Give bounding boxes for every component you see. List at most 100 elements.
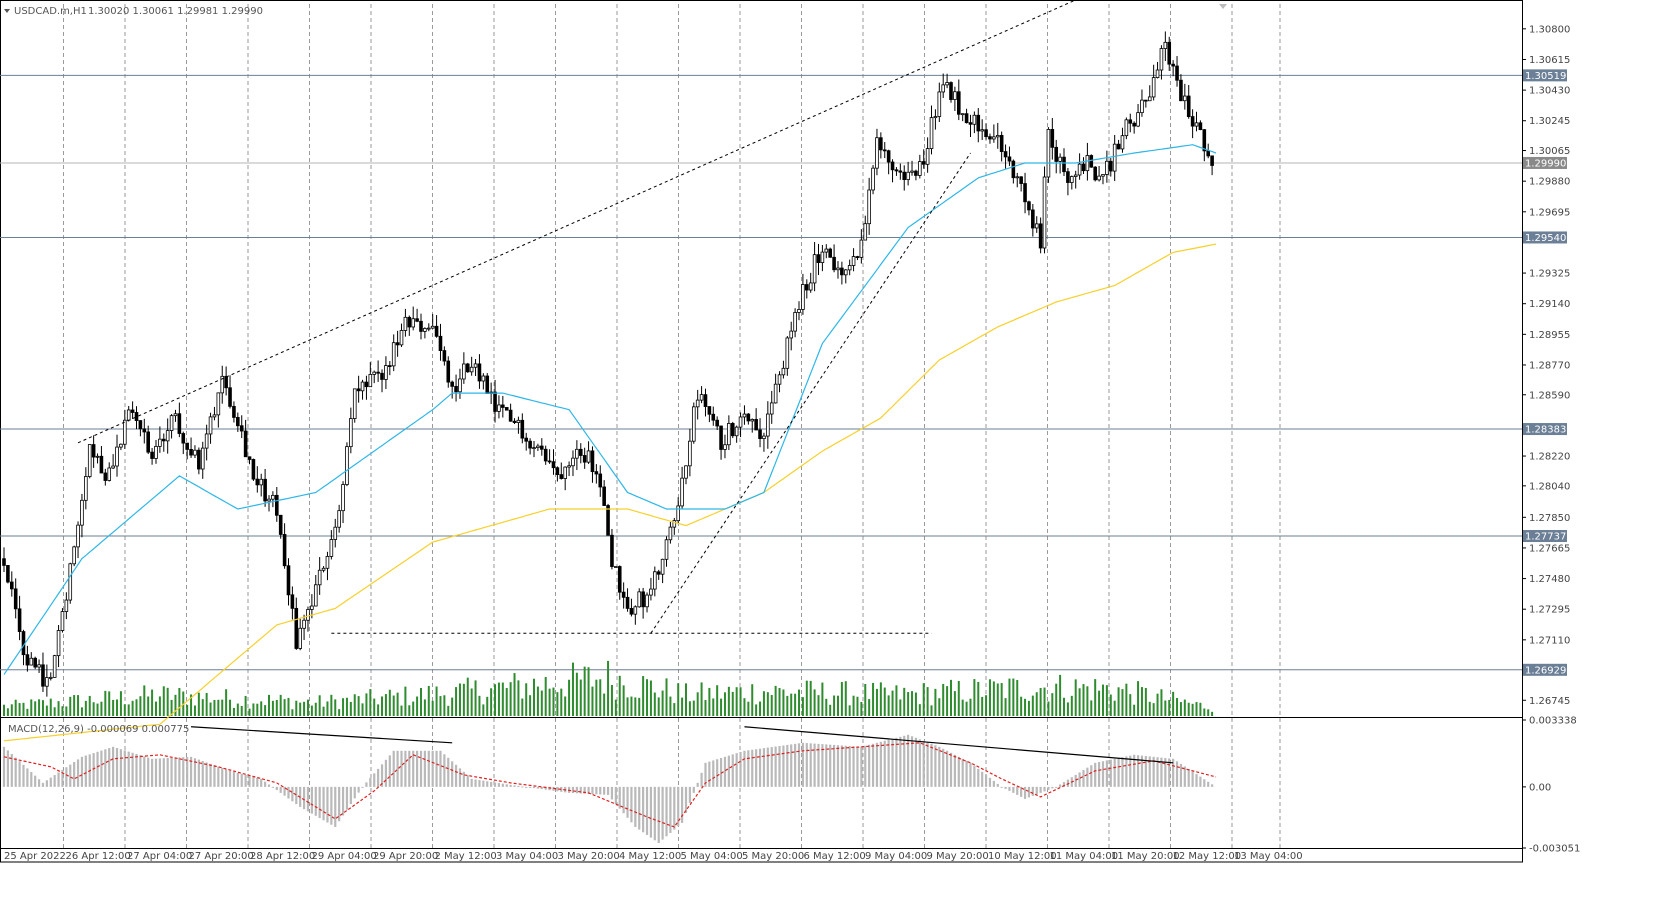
x-tick-label: 25 Apr 2022	[4, 851, 66, 862]
candle	[263, 468, 267, 507]
macd-bar	[700, 772, 703, 787]
candle	[649, 577, 653, 601]
macd-bar	[423, 750, 426, 787]
candle-body	[99, 455, 104, 474]
candle-body	[840, 267, 844, 276]
candle	[446, 356, 451, 388]
candle-body	[820, 251, 825, 264]
candle-body	[656, 571, 661, 575]
macd-bar	[1094, 762, 1097, 787]
macd-bar	[73, 762, 76, 787]
candle	[871, 164, 875, 195]
macd-bar	[1136, 755, 1140, 787]
volume-bar	[1156, 693, 1159, 716]
macd-bar	[1144, 756, 1147, 787]
volume-bar	[431, 700, 434, 716]
candle-body	[80, 499, 84, 526]
macd-histogram	[2, 734, 1214, 843]
macd-trendline[interactable]	[744, 726, 1174, 764]
volume-bar	[1090, 700, 1093, 716]
candle	[691, 402, 696, 444]
candle	[590, 446, 595, 483]
candle	[855, 255, 860, 261]
candle-body	[212, 414, 217, 418]
candle-body	[298, 627, 302, 649]
volume-bar	[560, 688, 563, 716]
macd-bar	[119, 749, 123, 787]
macd-bar	[817, 743, 820, 787]
chart-shift-marker-icon[interactable]	[1219, 4, 1227, 9]
volume-bar	[34, 701, 37, 716]
y-tick-label: 1.28770	[1529, 360, 1570, 371]
candle	[602, 480, 606, 506]
candle	[310, 594, 314, 619]
volume-bar	[77, 695, 80, 716]
candle-body	[598, 473, 603, 488]
trendline[interactable]	[650, 152, 971, 634]
volume-bar	[681, 697, 684, 716]
macd-bar	[1047, 786, 1050, 790]
candle	[274, 486, 279, 522]
volume-bar	[513, 673, 516, 716]
volume-bar	[3, 704, 5, 716]
candle	[1070, 175, 1074, 190]
macd-bar	[127, 751, 130, 787]
y-tick-label: 1.30430	[1529, 86, 1570, 97]
candle-body	[512, 420, 517, 423]
candle	[25, 645, 30, 672]
candle-body	[1062, 156, 1066, 173]
candle	[321, 566, 326, 573]
macd-bar	[34, 775, 37, 787]
candle	[894, 167, 899, 176]
candle	[37, 659, 41, 673]
candle	[1011, 159, 1016, 184]
volume-bar	[571, 662, 574, 716]
candle	[664, 536, 669, 567]
y-tick-label: 1.27850	[1529, 513, 1570, 524]
dropdown-arrow-icon[interactable]	[4, 9, 10, 13]
x-tick-label: 4 May 12:00	[619, 851, 681, 862]
trendline[interactable]	[77, 0, 1122, 444]
macd-bar	[143, 756, 146, 787]
candle	[610, 528, 614, 570]
volume-bar	[778, 687, 781, 716]
volume-bar	[412, 701, 415, 716]
candle-body	[960, 113, 965, 116]
macd-bar	[279, 786, 282, 793]
candle-body	[325, 556, 330, 569]
volume-bar	[1101, 684, 1104, 716]
candle	[563, 466, 567, 491]
volume-bar	[1074, 679, 1077, 716]
candle	[345, 442, 349, 487]
y-tick-label: 1.30245	[1529, 116, 1570, 127]
candle-body	[918, 161, 922, 176]
candle-body	[189, 448, 193, 456]
volume-bar	[525, 683, 528, 716]
candle	[793, 308, 797, 338]
candle	[33, 656, 37, 670]
candle	[189, 437, 193, 458]
candle	[134, 406, 139, 430]
volume-bar	[18, 703, 21, 716]
candle-body	[906, 171, 910, 181]
volume-bar	[455, 687, 458, 716]
candle-body	[988, 136, 992, 140]
candle	[306, 606, 310, 632]
candle-body	[1128, 119, 1133, 124]
candle	[941, 73, 946, 98]
candle	[1132, 121, 1136, 134]
candle-body	[411, 318, 415, 328]
volume-bar	[53, 707, 56, 716]
macd-trendline[interactable]	[191, 726, 453, 744]
macd-bar	[988, 777, 992, 787]
candle-body	[41, 664, 45, 687]
candle-body	[606, 505, 610, 536]
volume-bar	[813, 689, 816, 716]
candle-body	[462, 363, 466, 380]
volume-bar	[638, 697, 641, 716]
candle	[356, 375, 361, 403]
candle-body	[532, 447, 536, 450]
candle-body	[407, 316, 412, 328]
